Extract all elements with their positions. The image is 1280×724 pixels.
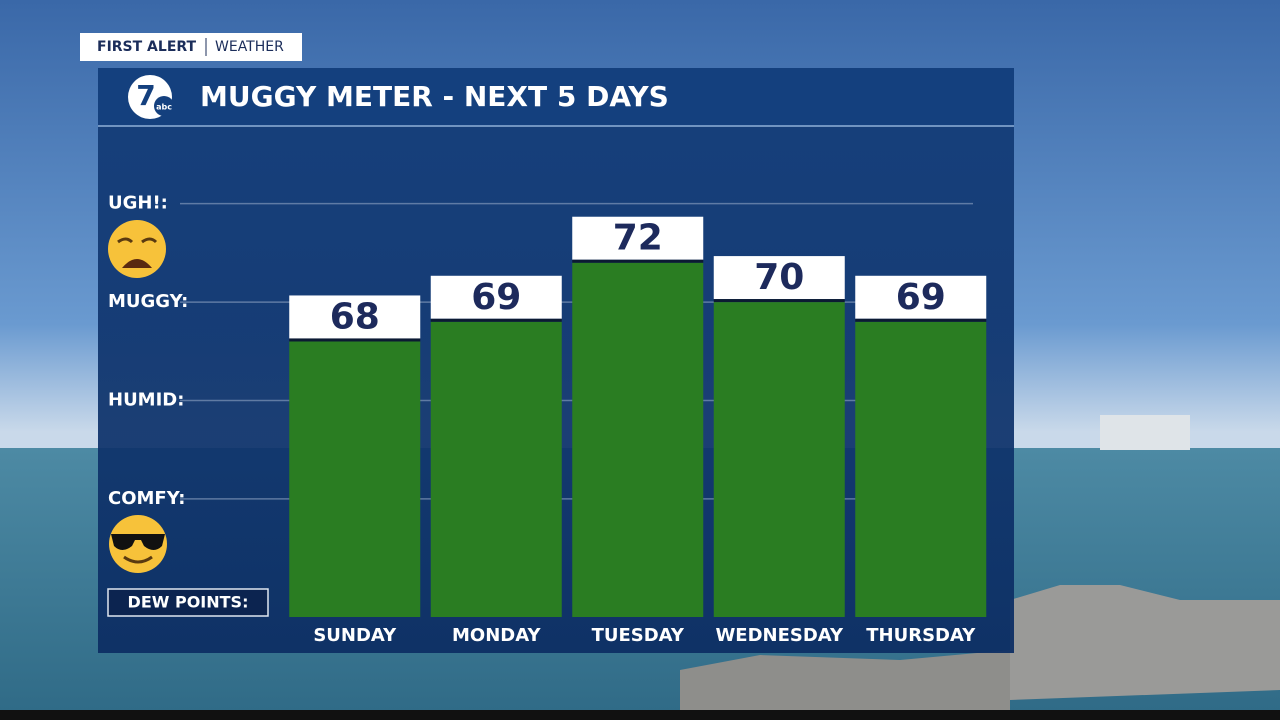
value-label-box xyxy=(713,256,845,300)
value-label-edge xyxy=(430,318,562,322)
logo-text: abc xyxy=(156,103,172,112)
brand-tag xyxy=(80,33,302,61)
value-label: 68 xyxy=(330,296,380,337)
value-label-box xyxy=(289,295,421,339)
y-tick-label: MUGGY: xyxy=(108,291,188,312)
bars: 68 SUNDAY 69 MONDAY 72 TUESDAY 70 WEDNESDAY 69 TH… xyxy=(289,216,987,646)
brand-section: WEATHER xyxy=(215,39,284,55)
value-label: 69 xyxy=(896,277,946,318)
y-tick-label: COMFY: xyxy=(108,488,185,509)
logo-number: 7 xyxy=(136,79,155,112)
value-label-edge xyxy=(289,338,421,342)
bar xyxy=(572,262,704,617)
value-label-box xyxy=(855,275,987,319)
x-tick-label: SUNDAY xyxy=(313,625,397,646)
value-label-edge xyxy=(572,259,704,263)
value-label: 72 xyxy=(613,218,663,259)
value-label-box xyxy=(430,275,562,319)
bottom-strip xyxy=(0,710,1280,720)
brand: FIRST ALERT xyxy=(97,39,197,55)
y-axis-label: DEW POINTS: xyxy=(128,593,249,612)
emoji-cool xyxy=(109,515,167,573)
background-rocks xyxy=(1010,585,1280,700)
x-tick-label: MONDAY xyxy=(452,625,541,646)
background-rocks xyxy=(680,650,1010,720)
bar xyxy=(713,302,845,617)
bar xyxy=(855,321,987,617)
x-tick-label: TUESDAY xyxy=(592,625,685,646)
background-building xyxy=(1100,415,1190,450)
x-tick-label: WEDNESDAY xyxy=(715,625,844,646)
y-tick-label: UGH!: xyxy=(108,193,168,214)
value-label-box xyxy=(572,216,704,260)
value-label: 70 xyxy=(754,257,804,298)
value-label-edge xyxy=(713,299,845,303)
bar xyxy=(289,341,421,617)
x-tick-label: THURSDAY xyxy=(866,625,976,646)
logo-badge xyxy=(154,96,174,116)
y-label-box xyxy=(107,588,269,617)
y-tick-label: HUMID: xyxy=(108,390,184,411)
bar xyxy=(430,321,562,617)
value-label-edge xyxy=(855,318,987,322)
emoji-weary xyxy=(108,220,166,278)
title-bar xyxy=(98,68,1014,126)
value-label: 69 xyxy=(471,277,521,318)
chart-title: MUGGY METER - NEXT 5 DAYS xyxy=(200,80,669,113)
